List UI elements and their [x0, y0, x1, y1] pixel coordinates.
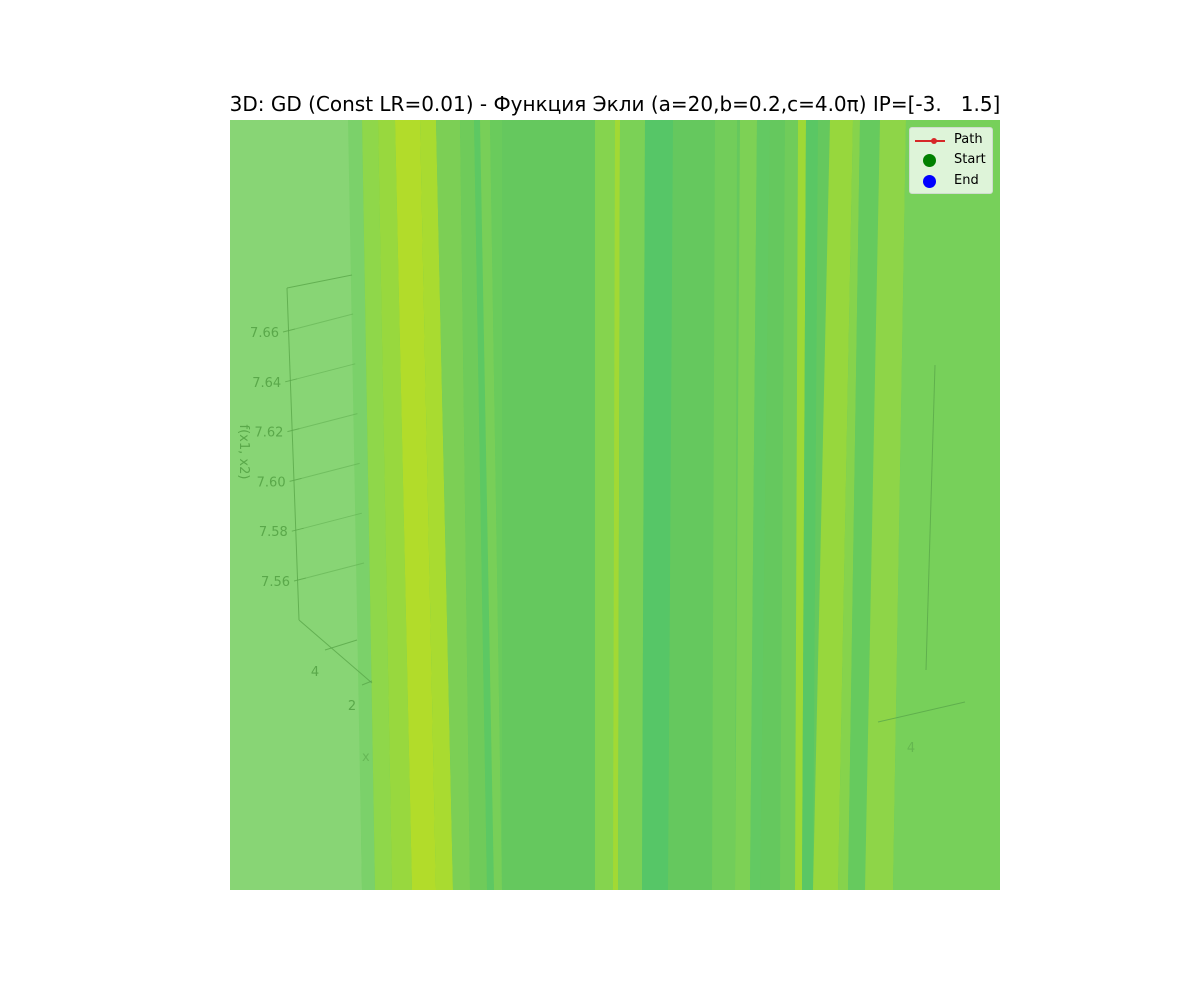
- legend-label: End: [954, 173, 979, 188]
- surface-band: [712, 120, 737, 890]
- y-tick-label: 4: [907, 741, 915, 756]
- surface-band: [735, 120, 757, 890]
- z-axis-label: f(x1, x2): [236, 425, 251, 480]
- legend-item-end: End: [910, 171, 994, 191]
- surface-band: [348, 120, 375, 890]
- surface-band: [420, 120, 453, 890]
- z-tick-label: 7.60: [257, 475, 286, 490]
- x-tick-label: 2: [348, 699, 356, 714]
- z-gridline: [305, 562, 365, 579]
- z-tick-mark: [293, 577, 307, 582]
- surface-band: [750, 120, 770, 890]
- x-tick-mark: [361, 680, 373, 686]
- legend-item-path: Path: [910, 130, 994, 150]
- surface-band: [480, 120, 502, 890]
- surface-band: [802, 120, 818, 890]
- z-gridline: [297, 363, 356, 380]
- z-tick-label: 7.66: [250, 326, 279, 341]
- left-pane: [230, 120, 362, 890]
- surface-band: [362, 120, 392, 890]
- path-marker: [915, 138, 945, 144]
- z-tick-label: 7.62: [254, 426, 283, 441]
- legend-label: Path: [954, 132, 983, 147]
- z-gridline: [301, 462, 360, 479]
- surface-band: [378, 120, 412, 890]
- z-axis-line: [286, 287, 300, 621]
- surface-band: [474, 120, 494, 890]
- chart-title: 3D: GD (Const LR=0.01) - Функция Экли (a…: [229, 92, 1001, 116]
- z-gridline: [294, 313, 354, 330]
- surface-band: [865, 120, 906, 890]
- z-tick-label: 7.58: [259, 525, 288, 540]
- z-tick-mark: [285, 378, 298, 383]
- z-gridline: [299, 413, 358, 430]
- surface-band: [893, 120, 1000, 890]
- x-axis-label: x: [362, 750, 370, 765]
- legend: Path Start End: [909, 127, 993, 194]
- surface-band: [613, 120, 620, 890]
- z-tick-label: 7.64: [252, 376, 281, 391]
- z-tick-mark: [282, 328, 296, 333]
- surface-band: [780, 120, 798, 890]
- right-pane-edge: [925, 364, 936, 671]
- right-axis-line: [877, 701, 966, 723]
- x-axis-line: [298, 619, 373, 684]
- pane-edge: [286, 274, 353, 289]
- surface-band: [642, 120, 673, 890]
- surface-band: [795, 120, 806, 890]
- legend-label: Start: [954, 152, 986, 167]
- surface-band: [813, 120, 853, 890]
- x-tick-mark: [324, 639, 358, 651]
- start-marker: [923, 154, 936, 167]
- z-tick-mark: [289, 477, 302, 482]
- surface-band: [395, 120, 436, 890]
- surface-band: [490, 120, 502, 890]
- surface-band: [838, 120, 860, 890]
- surface-band: [460, 120, 487, 890]
- z-tick-mark: [291, 527, 304, 532]
- x-tick-label: 4: [311, 665, 319, 680]
- surface-band: [618, 120, 645, 890]
- surface-band: [595, 120, 618, 890]
- z-gridline: [303, 512, 362, 529]
- z-tick-mark: [287, 428, 300, 433]
- end-marker: [923, 175, 936, 188]
- legend-item-start: Start: [910, 150, 994, 170]
- surface-band: [436, 120, 470, 890]
- surface-band: [848, 120, 880, 890]
- z-tick-label: 7.56: [261, 575, 290, 590]
